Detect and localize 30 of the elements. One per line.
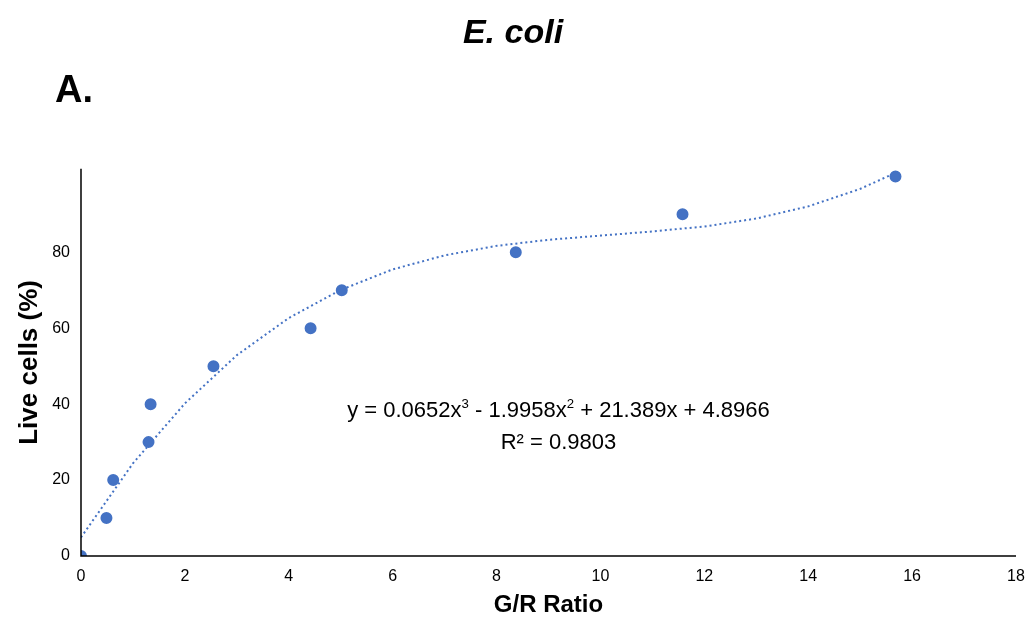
point <box>509 246 522 259</box>
point <box>107 474 120 487</box>
x-tick-label: 2 <box>180 567 190 585</box>
point <box>144 398 157 411</box>
point <box>304 322 317 335</box>
y-tick-label: 20 <box>52 470 71 488</box>
x-tick-label: 14 <box>799 567 818 585</box>
point <box>207 360 220 373</box>
point <box>889 170 902 183</box>
x-axis-title: G/R Ratio <box>493 590 604 618</box>
x-tick-label: 16 <box>903 567 922 585</box>
x-tick-label: 6 <box>388 567 398 585</box>
point <box>142 436 155 449</box>
chart-title: E. coli <box>462 11 565 50</box>
point <box>100 512 113 525</box>
y-tick-label: 80 <box>52 242 71 260</box>
y-tick-label: 60 <box>52 318 71 336</box>
x-tick-label: 12 <box>695 567 714 585</box>
point <box>676 208 689 221</box>
x-tick-label: 4 <box>284 567 294 585</box>
y-tick-label: 40 <box>52 394 71 412</box>
x-tick-label: 8 <box>492 567 502 585</box>
annotation: R² = 0.9803 <box>500 429 617 454</box>
y-tick-label: 0 <box>61 546 71 564</box>
x-tick-label: 0 <box>76 567 86 585</box>
x-tick-label: 10 <box>591 567 610 585</box>
text: A. <box>55 68 93 110</box>
x-tick-label: 18 <box>1007 567 1025 585</box>
y-axis-title: Live cells (%) <box>12 280 43 445</box>
point <box>335 284 348 297</box>
